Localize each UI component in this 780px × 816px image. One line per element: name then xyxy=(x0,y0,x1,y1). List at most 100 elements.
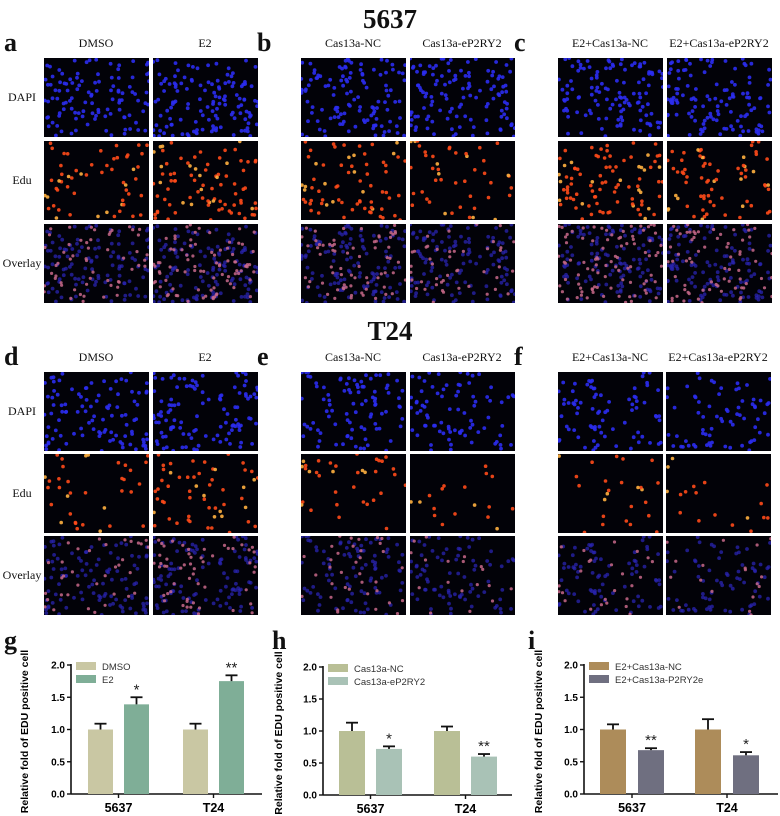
y-tick-label: 0.0 xyxy=(303,791,317,802)
bar-e2-cas13a-nc-5637 xyxy=(600,729,626,794)
bar-dmso-t24 xyxy=(183,729,208,794)
legend-swatch xyxy=(589,662,609,670)
micrograph-edu-cas13a-nc xyxy=(301,141,406,220)
panel-letter: f xyxy=(514,342,523,371)
y-tick-label: 2.0 xyxy=(303,663,317,674)
micrograph-dapi-e2 xyxy=(153,372,258,451)
panel-letter: c xyxy=(514,28,526,57)
panel-letter: e xyxy=(257,342,269,371)
micrograph-overlay-e2-cas13a-ep2ry2 xyxy=(667,224,772,303)
panel-letter: a xyxy=(4,28,17,57)
condition-label: E2+Cas13a-eP2RY2 xyxy=(668,350,768,364)
micrograph-edu-cas13a-nc xyxy=(301,454,406,533)
micrograph-overlay-cas13a-nc xyxy=(301,224,406,303)
y-tick-label: 1.5 xyxy=(51,693,65,704)
legend-label: DMSO xyxy=(102,662,131,673)
row-label-edu: Edu xyxy=(12,173,32,187)
significance-marker: * xyxy=(386,730,392,747)
legend-label: E2+Cas13a-P2RY2e xyxy=(615,675,703,686)
bar-e2-5637 xyxy=(124,704,149,794)
micrograph-dapi-e2-cas13a-nc xyxy=(558,372,663,451)
section-title: 5637 xyxy=(363,4,417,34)
micrograph-edu-dmso xyxy=(44,454,149,533)
panel-letter: d xyxy=(4,342,19,371)
section-title: T24 xyxy=(367,316,413,346)
micrograph-overlay-dmso xyxy=(44,536,149,615)
micrograph-edu-e2-cas13a-nc xyxy=(558,454,663,533)
micrograph-overlay-cas13a-ep2ry2 xyxy=(410,224,515,303)
row-label-dapi: DAPI xyxy=(7,404,36,418)
legend-swatch xyxy=(328,677,348,685)
condition-label: E2+Cas13a-eP2RY2 xyxy=(669,36,769,50)
micrograph-edu-cas13a-ep2ry2 xyxy=(410,454,515,533)
y-tick-label: 2.0 xyxy=(51,661,65,672)
micrograph-dapi-cas13a-ep2ry2 xyxy=(410,58,515,137)
row-label-dapi: DAPI xyxy=(7,90,36,104)
y-tick-label: 0.5 xyxy=(51,757,65,768)
micrograph-overlay-e2 xyxy=(153,224,258,303)
micrograph-dapi-cas13a-ep2ry2 xyxy=(410,372,515,451)
x-tick-label: T24 xyxy=(716,801,738,815)
micrograph-dapi-dmso xyxy=(44,58,149,137)
micrograph-edu-e2 xyxy=(153,454,258,533)
micrograph-overlay-e2 xyxy=(153,536,258,615)
legend-swatch xyxy=(328,664,348,672)
row-label-overlay: Overlay xyxy=(2,568,42,582)
micrograph-dapi-e2-cas13a-ep2ry2 xyxy=(666,372,771,451)
x-tick-label: 5637 xyxy=(618,801,646,815)
micrograph-dapi-e2 xyxy=(153,58,258,137)
y-tick-label: 2.0 xyxy=(564,661,578,672)
y-axis-label: Relative fold of EDU positive cell xyxy=(19,650,31,813)
micrograph-overlay-e2-cas13a-nc xyxy=(558,224,663,303)
condition-label: Cas13a-eP2RY2 xyxy=(422,350,502,364)
micrograph-overlay-cas13a-ep2ry2 xyxy=(410,536,515,615)
legend-label: E2 xyxy=(102,675,114,686)
x-tick-label: 5637 xyxy=(357,802,385,816)
significance-marker: ** xyxy=(478,738,490,755)
significance-marker: ** xyxy=(645,732,657,749)
micrograph-edu-cas13a-ep2ry2 xyxy=(410,141,515,220)
y-tick-label: 1.5 xyxy=(564,693,578,704)
legend-swatch xyxy=(76,675,96,683)
row-label-overlay: Overlay xyxy=(2,256,42,270)
legend-label: Cas13a-NC xyxy=(354,664,404,675)
y-tick-label: 0.0 xyxy=(51,790,65,801)
micrograph-edu-e2-cas13a-nc xyxy=(558,141,663,220)
condition-label: E2+Cas13a-NC xyxy=(571,350,649,364)
condition-label: E2 xyxy=(198,350,212,364)
y-tick-label: 1.0 xyxy=(51,725,65,736)
y-tick-label: 0.0 xyxy=(564,790,578,801)
y-tick-label: 1.5 xyxy=(303,695,317,706)
condition-label: DMSO xyxy=(78,350,114,364)
micrograph-edu-dmso xyxy=(44,141,149,220)
condition-label: Cas13a-NC xyxy=(325,36,381,50)
y-tick-label: 0.5 xyxy=(303,759,317,770)
panel-letter: g xyxy=(4,626,17,655)
panel-letter: b xyxy=(257,28,272,57)
bar-cas13a-nc-t24 xyxy=(434,731,460,795)
bar-e2-cas13a-p2ry2e-t24 xyxy=(733,755,759,794)
micrograph-edu-e2-cas13a-ep2ry2 xyxy=(667,141,772,220)
micrograph-dapi-cas13a-nc xyxy=(301,58,406,137)
bar-e2-cas13a-nc-t24 xyxy=(695,729,721,794)
bar-cas13a-ep2ry2-5637 xyxy=(376,748,402,795)
panel-letter: i xyxy=(528,626,536,655)
bar-dmso-5637 xyxy=(88,729,113,794)
micrograph-edu-e2 xyxy=(153,141,258,220)
condition-label: DMSO xyxy=(78,36,114,50)
legend-swatch xyxy=(76,662,96,670)
x-tick-label: 5637 xyxy=(105,801,133,815)
micrograph-overlay-dmso xyxy=(44,224,149,303)
significance-marker: * xyxy=(134,681,140,698)
bar-e2-cas13a-p2ry2e-5637 xyxy=(638,750,664,794)
bar-cas13a-ep2ry2-t24 xyxy=(471,756,497,795)
condition-label: Cas13a-NC xyxy=(325,350,381,364)
legend-swatch xyxy=(589,675,609,683)
micrograph-overlay-cas13a-nc xyxy=(301,536,406,615)
x-tick-label: T24 xyxy=(455,802,477,816)
significance-marker: ** xyxy=(226,659,238,676)
micrograph-dapi-e2-cas13a-ep2ry2 xyxy=(667,58,772,137)
condition-label: E2 xyxy=(198,36,212,50)
y-axis-label: Relative fold of EDU positive cell xyxy=(533,650,545,813)
y-tick-label: 1.0 xyxy=(303,727,317,738)
